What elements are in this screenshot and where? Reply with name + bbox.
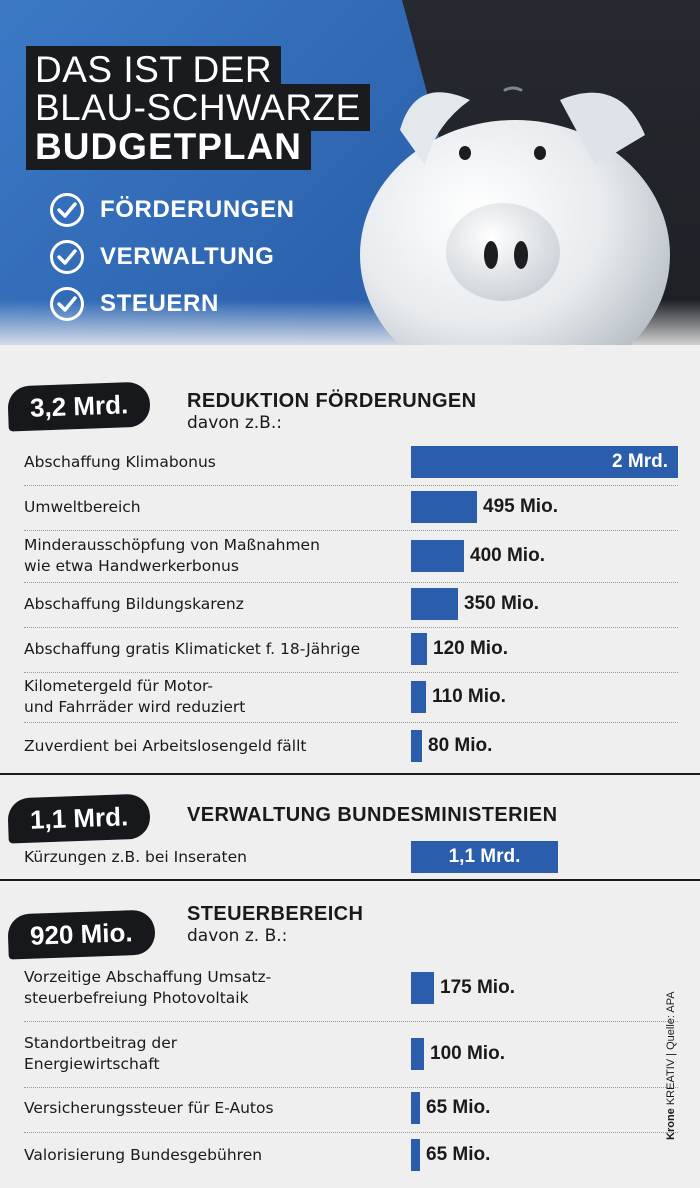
row-divider xyxy=(24,1132,678,1133)
credit-source: Quelle: APA xyxy=(665,991,677,1050)
section-divider xyxy=(0,879,700,881)
section-divider xyxy=(0,773,700,775)
row-label: Umweltbereich xyxy=(24,497,404,518)
bar-value-label: 65 Mio. xyxy=(426,1097,491,1118)
bar xyxy=(411,1139,420,1171)
row-label-line: Zuverdient bei Arbeitslosengeld fällt xyxy=(24,736,307,755)
bar xyxy=(411,446,678,478)
row-label: Abschaffung Bildungskarenz xyxy=(24,594,404,615)
bar xyxy=(411,681,426,713)
bar-value-label: 350 Mio. xyxy=(464,593,539,614)
row-label-line: Vorzeitige Abschaffung Umsatz- xyxy=(24,968,272,986)
row-label-line: Abschaffung Bildungskarenz xyxy=(24,594,244,613)
bar xyxy=(411,1038,424,1070)
section-title-verwaltung: VERWALTUNG BUNDESMINISTERIEN xyxy=(187,804,558,826)
bar xyxy=(411,633,427,665)
check-circle-icon xyxy=(50,287,84,321)
row-label: Abschaffung Klimabonus xyxy=(24,452,404,473)
section-subtitle-steuer: davon z. B.: xyxy=(187,926,288,946)
row-divider xyxy=(24,722,678,723)
title-line-3: BUDGETPLAN xyxy=(26,123,311,170)
row-label: Kürzungen z.B. bei Inseraten xyxy=(24,847,404,868)
row-divider xyxy=(24,485,678,486)
check-circle-icon xyxy=(50,240,84,274)
row-label-line: Valorisierung Bundesgebühren xyxy=(24,1145,263,1164)
row-label: Vorzeitige Abschaffung Umsatz-steuerbefr… xyxy=(24,967,404,1009)
bar-value-label: 65 Mio. xyxy=(426,1144,491,1165)
credit-dept: KREATIV xyxy=(665,1058,677,1106)
check-item-label: VERWALTUNG xyxy=(100,243,275,270)
bar xyxy=(411,841,558,873)
bar-value-label: 80 Mio. xyxy=(428,735,493,756)
credit-brand: Krone xyxy=(665,1108,677,1140)
row-divider xyxy=(24,1021,678,1022)
check-item-label: STEUERN xyxy=(100,290,219,317)
row-label-line: steuerbefreiung Photovoltaik xyxy=(24,989,249,1007)
check-item-foerderungen: FÖRDERUNGEN xyxy=(50,190,350,230)
row-label-line: Abschaffung Klimabonus xyxy=(24,452,216,471)
section-subtitle-foerderungen: davon z.B.: xyxy=(187,413,282,433)
bar xyxy=(411,1092,420,1124)
row-label: Versicherungssteuer für E-Autos xyxy=(24,1098,404,1119)
check-item-label: FÖRDERUNGEN xyxy=(100,196,295,223)
row-divider xyxy=(24,627,678,628)
row-label-line: Energiewirtschaft xyxy=(24,1055,160,1073)
section-title-steuer: STEUERBEREICH xyxy=(187,903,364,925)
check-item-verwaltung: VERWALTUNG xyxy=(50,237,350,277)
section-title-foerderungen: REDUKTION FÖRDERUNGEN xyxy=(187,390,477,412)
row-label: Abschaffung gratis Klimaticket f. 18-Jäh… xyxy=(24,639,404,660)
row-label-line: wie etwa Handwerkerbonus xyxy=(24,557,239,575)
row-label-line: Kilometergeld für Motor- xyxy=(24,677,214,695)
bar xyxy=(411,588,458,620)
row-label-line: Kürzungen z.B. bei Inseraten xyxy=(24,847,247,866)
row-label-line: Abschaffung gratis Klimaticket f. 18-Jäh… xyxy=(24,639,361,658)
check-item-steuern: STEUERN xyxy=(50,284,350,324)
bar-value-label: 2 Mrd. xyxy=(612,451,668,472)
row-divider xyxy=(24,530,678,531)
source-credit: Krone KREATIV | Quelle: APA xyxy=(665,991,677,1140)
bar-value-label: 1,1 Mrd. xyxy=(448,846,521,867)
bar-value-label: 400 Mio. xyxy=(470,545,545,566)
row-divider xyxy=(24,672,678,673)
row-label: Zuverdient bei Arbeitslosengeld fällt xyxy=(24,736,404,757)
bar xyxy=(411,972,434,1004)
row-label-line: Umweltbereich xyxy=(24,497,141,516)
bar xyxy=(411,540,464,572)
row-label: Minderausschöpfung von Maßnahmen wie etwa… xyxy=(24,535,404,577)
check-circle-icon xyxy=(50,193,84,227)
bar-value-label: 110 Mio. xyxy=(432,686,506,707)
bar-value-label: 100 Mio. xyxy=(430,1043,505,1064)
bar-value-label: 120 Mio. xyxy=(433,638,508,659)
bar xyxy=(411,730,422,762)
row-divider xyxy=(24,582,678,583)
total-badge-foerderungen: 3,2 Mrd. xyxy=(7,381,151,432)
row-label-line: Standortbeitrag der xyxy=(24,1034,178,1052)
bar-value-label: 175 Mio. xyxy=(440,977,515,998)
row-label: Valorisierung Bundesgebühren xyxy=(24,1145,404,1166)
total-badge-verwaltung: 1,1 Mrd. xyxy=(7,793,151,844)
row-label: Standortbeitrag der Energiewirtschaft xyxy=(24,1033,404,1075)
bar xyxy=(411,491,477,523)
row-label-line: Minderausschöpfung von Maßnahmen xyxy=(24,536,320,554)
row-label: Kilometergeld für Motor-und Fahrräder wi… xyxy=(24,676,404,718)
row-divider xyxy=(24,1087,678,1088)
row-label-line: und Fahrräder wird reduziert xyxy=(24,698,246,716)
total-badge-steuer: 920 Mio. xyxy=(7,909,156,960)
bar-value-label: 495 Mio. xyxy=(483,496,558,517)
row-label-line: Versicherungssteuer für E-Autos xyxy=(24,1098,274,1117)
